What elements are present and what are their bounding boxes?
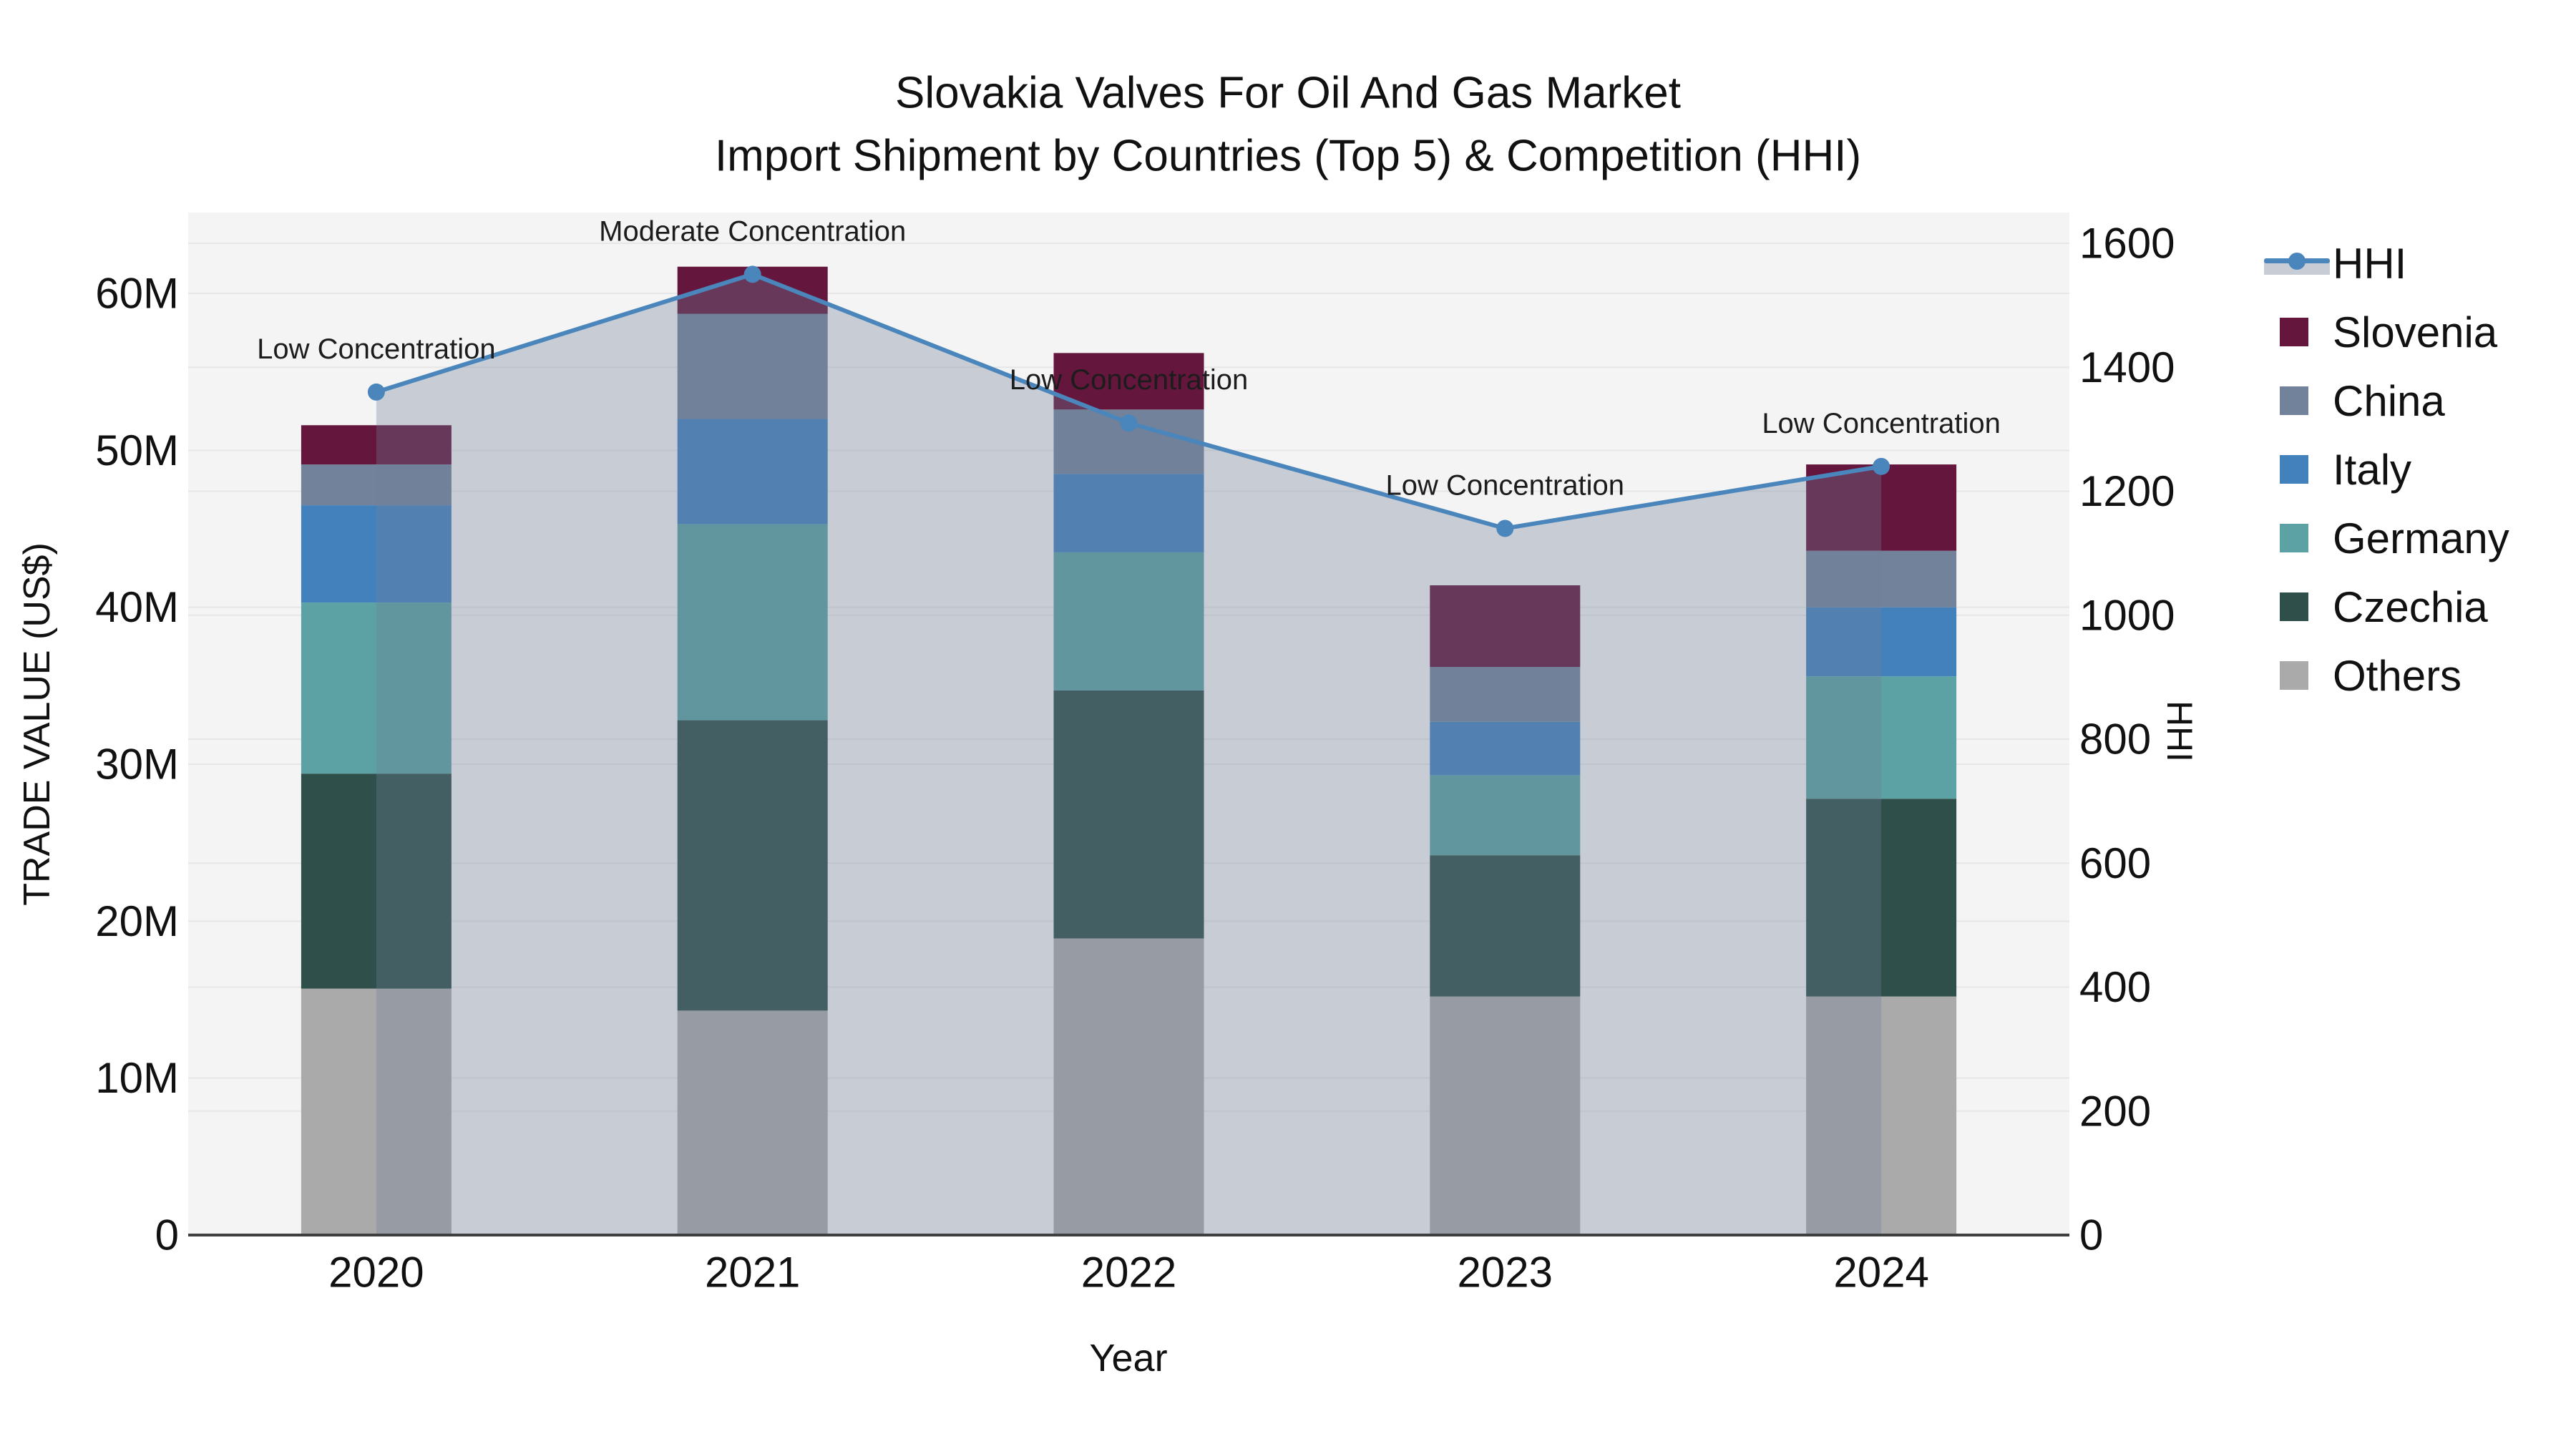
right-tick-1000: 1000: [2079, 591, 2175, 639]
bar-segment-others-2020[interactable]: [301, 988, 452, 1235]
bar-segment-china-2020[interactable]: [301, 464, 452, 506]
x-axis-tick-labels: 2020 2021 2022 2023 2024: [328, 1249, 1929, 1297]
bar-segment-germany-2020[interactable]: [301, 602, 452, 774]
hhi-area-fill: [376, 274, 1882, 1235]
left-axis-tick-labels: 0 10M 20M 30M 40M 50M 60M: [95, 270, 179, 1259]
legend-label-germany: Germany: [2333, 514, 2509, 562]
legend-item-china[interactable]: China: [2263, 366, 2509, 435]
right-tick-0: 0: [2079, 1211, 2103, 1259]
bar-segment-germany-2022[interactable]: [1053, 552, 1204, 691]
legend-swatch-czechia: [2280, 592, 2308, 621]
bar-segment-china-2024[interactable]: [1806, 550, 1957, 608]
bar-segment-italy-2024[interactable]: [1806, 607, 1957, 677]
x-tick-2021: 2021: [705, 1249, 800, 1297]
bar-segment-czechia-2023[interactable]: [1430, 855, 1581, 997]
legend-label-czechia: Czechia: [2333, 582, 2488, 631]
x-tick-2020: 2020: [328, 1249, 424, 1297]
bar-segment-china-2021[interactable]: [677, 313, 828, 419]
legend-swatch-italy: [2280, 455, 2308, 484]
left-tick-40M: 40M: [95, 583, 179, 631]
x-tick-2023: 2023: [1458, 1249, 1553, 1297]
bar-segment-czechia-2020[interactable]: [301, 774, 452, 989]
bar-segment-italy-2021[interactable]: [677, 419, 828, 525]
bar-segment-others-2021[interactable]: [677, 1010, 828, 1235]
chart-title-line1: Slovakia Valves For Oil And Gas Market: [895, 69, 1681, 118]
legend-label-china: China: [2333, 376, 2445, 425]
left-tick-60M: 60M: [95, 270, 179, 318]
annotation-2024: Low Concentration: [1762, 408, 2001, 439]
hhi-marker-2020[interactable]: [367, 383, 385, 401]
right-tick-1400: 1400: [2079, 343, 2175, 391]
legend-label-slovenia: Slovenia: [2333, 308, 2498, 356]
hhi-area-group: [376, 274, 1882, 1235]
bar-segment-germany-2021[interactable]: [677, 524, 828, 721]
right-tick-1600: 1600: [2079, 220, 2175, 268]
bar-segment-china-2023[interactable]: [1430, 667, 1581, 722]
right-tick-400: 400: [2079, 963, 2151, 1011]
bar-segment-italy-2020[interactable]: [301, 505, 452, 603]
bar-segment-others-2022[interactable]: [1053, 938, 1204, 1235]
legend-label-italy: Italy: [2333, 445, 2412, 494]
hhi-marker-2023[interactable]: [1496, 519, 1514, 537]
left-tick-0: 0: [155, 1211, 179, 1259]
bar-segment-others-2024[interactable]: [1806, 996, 1957, 1235]
annotation-2020: Low Concentration: [257, 333, 496, 365]
hhi-annotations: Low Concentration Moderate Concentration L…: [257, 215, 2001, 501]
stacked-bars: [301, 266, 1957, 1235]
bar-segment-slovenia-2022[interactable]: [1053, 353, 1204, 410]
left-tick-50M: 50M: [95, 426, 179, 474]
left-y-axis-title: TRADE VALUE (US$): [16, 542, 58, 906]
legend-label-hhi: HHI: [2333, 239, 2407, 288]
hhi-line-group: [367, 265, 1890, 537]
left-tick-20M: 20M: [95, 897, 179, 945]
right-tick-200: 200: [2079, 1087, 2151, 1135]
bar-segment-czechia-2024[interactable]: [1806, 799, 1957, 997]
legend-item-germany[interactable]: Germany: [2263, 504, 2509, 572]
legend-swatch-china: [2280, 386, 2308, 415]
bar-segment-slovenia-2023[interactable]: [1430, 585, 1581, 668]
left-tick-10M: 10M: [95, 1054, 179, 1102]
annotation-2023: Low Concentration: [1386, 469, 1625, 501]
right-tick-1200: 1200: [2079, 467, 2175, 515]
bar-segment-italy-2023[interactable]: [1430, 721, 1581, 776]
hhi-marker-2022[interactable]: [1120, 414, 1138, 432]
left-tick-30M: 30M: [95, 741, 179, 789]
bar-segment-czechia-2021[interactable]: [677, 720, 828, 1011]
right-tick-600: 600: [2079, 839, 2151, 887]
legend-item-hhi[interactable]: HHI: [2263, 229, 2509, 298]
hhi-marker-2021[interactable]: [743, 265, 761, 283]
legend-swatch-others: [2280, 661, 2308, 690]
right-axis-tick-labels: 0 200 400 600 800 1000 1200 1400 1600: [2079, 220, 2175, 1259]
hhi-marker-2024[interactable]: [1873, 457, 1890, 475]
annotation-2021: Moderate Concentration: [599, 215, 906, 247]
annotation-2022: Low Concentration: [1010, 364, 1249, 396]
bar-segment-slovenia-2024[interactable]: [1806, 464, 1957, 551]
legend-item-czechia[interactable]: Czechia: [2263, 572, 2509, 641]
legend-swatch-germany: [2280, 524, 2308, 552]
legend-label-others: Others: [2333, 651, 2462, 700]
legend-item-slovenia[interactable]: Slovenia: [2263, 298, 2509, 366]
x-axis-title: Year: [1089, 1337, 1167, 1380]
legend-item-italy[interactable]: Italy: [2263, 435, 2509, 504]
bar-segment-czechia-2022[interactable]: [1053, 690, 1204, 939]
bar-segment-germany-2023[interactable]: [1430, 775, 1581, 856]
x-tick-2022: 2022: [1081, 1249, 1176, 1297]
right-y-axis-title: HHI: [2160, 701, 2200, 762]
legend-swatch-slovenia: [2280, 318, 2308, 346]
bar-segment-germany-2024[interactable]: [1806, 676, 1957, 799]
legend: HHI Slovenia China Italy Germany Czechia Other…: [2263, 229, 2509, 710]
bar-segment-others-2023[interactable]: [1430, 996, 1581, 1235]
legend-item-others[interactable]: Others: [2263, 641, 2509, 710]
right-tick-800: 800: [2079, 716, 2151, 763]
bar-segment-italy-2022[interactable]: [1053, 474, 1204, 552]
hhi-legend-marker-icon: [2288, 253, 2306, 270]
chart-title-line2: Import Shipment by Countries (Top 5) & C…: [715, 132, 1861, 181]
bar-segment-slovenia-2020[interactable]: [301, 425, 452, 465]
x-tick-2024: 2024: [1833, 1249, 1928, 1297]
